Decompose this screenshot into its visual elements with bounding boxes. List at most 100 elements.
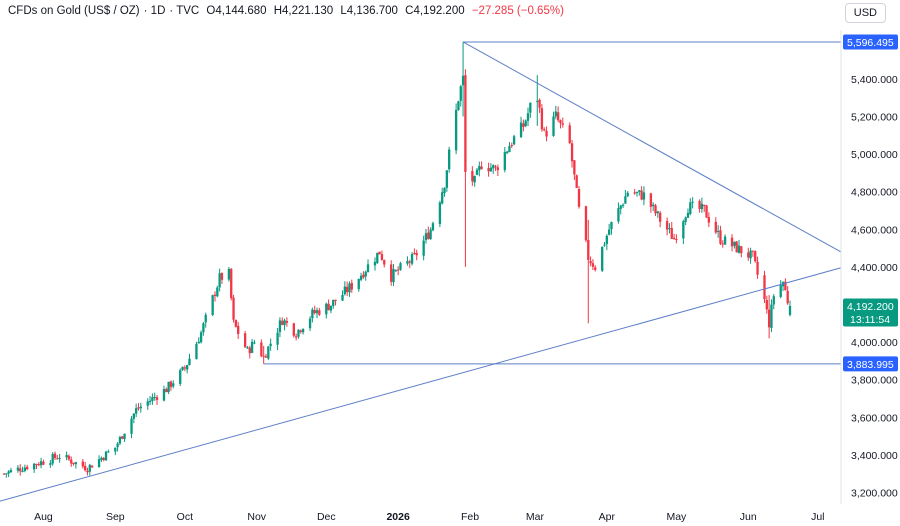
candle-body xyxy=(318,310,321,315)
candle-body xyxy=(617,208,620,222)
candle-body xyxy=(698,200,701,209)
candle-body xyxy=(357,279,360,290)
symbol-name[interactable]: CFDs on Gold (US$ / OZ) xyxy=(8,5,140,17)
price-axis[interactable]: 5,400.000 5,200.000 5,000.000 4,800.000 4,60… xyxy=(851,74,898,500)
candle-body xyxy=(26,466,29,470)
candle-body xyxy=(315,310,319,314)
candle-body xyxy=(654,205,657,214)
descending-trendline xyxy=(462,41,842,253)
candle-body xyxy=(42,461,45,465)
candle-body xyxy=(181,366,184,371)
trend-drawings[interactable] xyxy=(0,41,842,502)
symbol-header: CFDs on Gold (US$ / OZ) · 1D · TVC O4,144.… xyxy=(8,5,564,17)
candle-body xyxy=(406,261,409,264)
candle-body xyxy=(230,268,233,299)
countdown-label: 13:11:54 xyxy=(850,314,890,326)
interval-label[interactable]: 1D xyxy=(150,5,166,17)
candle-body xyxy=(332,299,335,307)
candle-body xyxy=(281,320,284,325)
candle-body xyxy=(248,347,251,354)
time-axis[interactable]: Aug Sep Oct Nov Dec 2026 Feb Mar Apr May Jun Jul xyxy=(34,511,824,523)
candle-body xyxy=(72,462,75,465)
candle-body xyxy=(104,451,108,461)
candle-body xyxy=(749,250,752,259)
candle-body xyxy=(137,407,140,409)
candle-body xyxy=(132,413,136,419)
candle-body xyxy=(204,314,207,323)
candle-body xyxy=(642,192,646,200)
candle-body xyxy=(649,193,653,207)
candle-body xyxy=(716,230,720,232)
candle-body xyxy=(86,470,89,473)
candle-body xyxy=(313,310,316,314)
candle-body xyxy=(526,113,530,121)
candle-body xyxy=(635,191,639,193)
candle-body xyxy=(684,217,687,222)
y-tick-label: 3,800.000 xyxy=(851,375,898,387)
candle-body xyxy=(714,221,717,233)
currency-button[interactable]: USD xyxy=(844,3,886,23)
candle-body xyxy=(756,261,759,275)
candle-body xyxy=(262,355,265,357)
candle-body xyxy=(264,356,268,358)
candle-body xyxy=(121,436,124,439)
candle-body xyxy=(197,341,200,344)
candle-body xyxy=(396,269,400,271)
candle-body xyxy=(67,455,71,460)
candle-body xyxy=(58,457,61,459)
candle-body xyxy=(594,267,597,271)
candle-body xyxy=(308,318,312,329)
candle-body xyxy=(392,269,395,283)
ascending-trendline xyxy=(0,267,842,502)
candle-body xyxy=(603,244,606,246)
change-value: −27.285 (−0.65%) xyxy=(471,5,564,17)
candle-body xyxy=(334,299,337,301)
candle-body xyxy=(538,99,541,108)
candle-body xyxy=(292,323,295,336)
candle-body xyxy=(285,320,289,323)
candle-body xyxy=(784,281,787,291)
candle-body xyxy=(610,221,613,230)
candle-body xyxy=(605,235,608,245)
close-value: C4,192.200 xyxy=(405,5,465,17)
y-tick-label: 3,400.000 xyxy=(851,450,898,462)
candle-body xyxy=(737,245,741,253)
candle-body xyxy=(153,397,156,399)
candle-body xyxy=(508,146,511,153)
candle-body xyxy=(730,237,734,247)
price-tag-label: 3,883.995 xyxy=(847,359,894,371)
candle-body xyxy=(359,275,363,280)
candle-body xyxy=(691,201,694,203)
candle-body xyxy=(179,370,182,384)
y-tick-label: 5,400.000 xyxy=(851,74,898,86)
y-tick-label: 5,200.000 xyxy=(851,111,898,123)
candle-body xyxy=(621,204,625,206)
candle-body xyxy=(770,304,773,328)
candle-body xyxy=(146,401,149,406)
candle-body xyxy=(747,252,750,258)
candle-body xyxy=(49,463,52,465)
candle-body xyxy=(350,282,353,290)
candle-body xyxy=(232,297,235,320)
candle-body xyxy=(545,130,548,137)
candle-body xyxy=(56,458,59,460)
candle-body xyxy=(672,237,676,240)
candle-body xyxy=(473,176,476,183)
candle-body xyxy=(35,463,38,465)
candle-body xyxy=(172,383,175,387)
candle-body xyxy=(786,290,789,304)
candle-body xyxy=(751,250,755,252)
candle-body xyxy=(705,205,708,218)
candle-body xyxy=(779,285,782,297)
candle-body xyxy=(619,205,622,209)
candle-body xyxy=(65,454,68,458)
candle-body xyxy=(471,170,474,182)
candle-body xyxy=(2,473,6,475)
candle-body xyxy=(767,309,771,328)
candle-body xyxy=(327,303,330,311)
candle-body xyxy=(16,467,20,471)
candle-body xyxy=(552,116,555,136)
candle-body xyxy=(652,204,655,207)
